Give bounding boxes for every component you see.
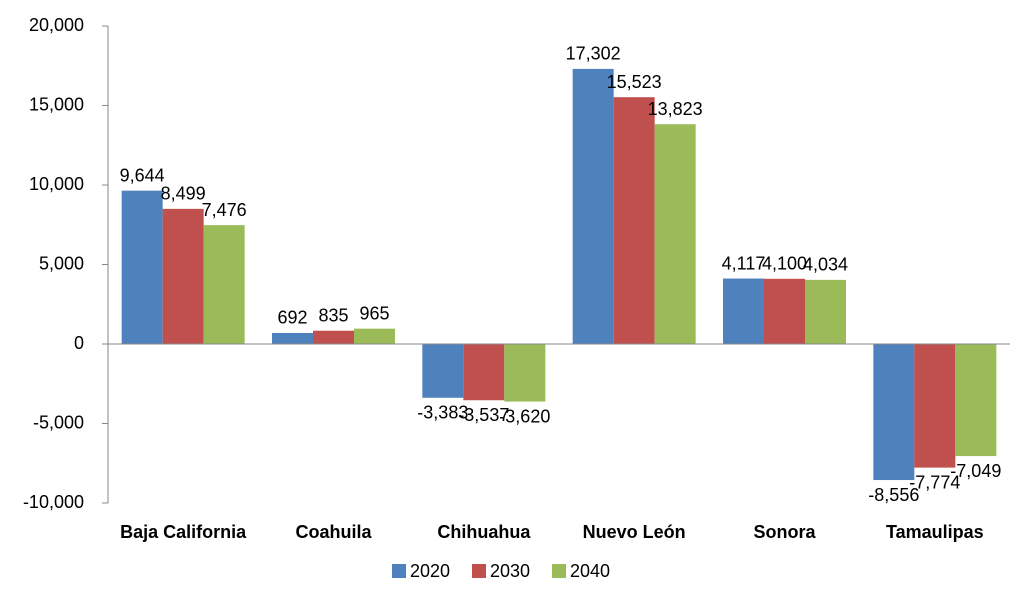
y-tick-label: -10,000 — [23, 492, 84, 512]
bar — [955, 344, 997, 457]
y-tick-label: 5,000 — [39, 253, 84, 273]
bar — [654, 124, 696, 345]
bar — [463, 344, 505, 401]
bar — [354, 328, 395, 344]
bar — [272, 332, 313, 344]
x-tick-label: Coahuila — [295, 522, 372, 542]
bar — [723, 278, 764, 344]
value-label: -3,620 — [499, 406, 550, 426]
legend-swatch — [552, 564, 566, 578]
value-label: 17,302 — [566, 44, 621, 64]
y-tick-label: 20,000 — [29, 15, 84, 35]
bar — [572, 68, 614, 345]
value-label: 13,823 — [648, 99, 703, 119]
value-label: 7,476 — [202, 200, 247, 220]
legend-swatch — [472, 564, 486, 578]
value-label: 965 — [359, 303, 389, 323]
legend-label: 2030 — [490, 561, 530, 581]
bar — [162, 208, 204, 344]
x-tick-label: Baja California — [120, 522, 247, 542]
y-tick-label: 15,000 — [29, 94, 84, 114]
bar — [203, 225, 245, 344]
value-label: -7,774 — [909, 472, 960, 492]
bar — [504, 344, 546, 402]
bar — [805, 279, 846, 344]
value-label: -8,556 — [868, 485, 919, 505]
x-tick-label: Chihuahua — [437, 522, 531, 542]
bar — [613, 97, 655, 345]
value-label: -3,537 — [458, 405, 509, 425]
x-tick-label: Tamaulipas — [886, 522, 984, 542]
value-label: 8,499 — [161, 184, 206, 204]
bar — [313, 330, 354, 344]
bar — [422, 344, 464, 398]
value-label: 835 — [318, 305, 348, 325]
value-label: -7,049 — [950, 461, 1001, 481]
bar — [873, 344, 915, 481]
legend-swatch — [392, 564, 406, 578]
value-label: 15,523 — [607, 72, 662, 92]
bar — [764, 278, 805, 344]
legend-label: 2020 — [410, 561, 450, 581]
value-label: 4,117 — [722, 253, 766, 273]
x-tick-label: Nuevo León — [583, 522, 686, 542]
value-label: 692 — [277, 308, 307, 328]
value-label: 9,644 — [120, 165, 165, 185]
y-tick-label: 10,000 — [29, 174, 84, 194]
y-tick-label: 0 — [74, 333, 84, 353]
value-label: 4,100 — [762, 254, 807, 274]
value-label: 4,034 — [803, 255, 848, 275]
bar — [121, 190, 163, 344]
legend-label: 2040 — [570, 561, 610, 581]
bar — [914, 344, 956, 468]
y-tick-label: -5,000 — [33, 412, 84, 432]
value-label: -3,383 — [417, 403, 468, 423]
x-tick-label: Sonora — [753, 522, 816, 542]
